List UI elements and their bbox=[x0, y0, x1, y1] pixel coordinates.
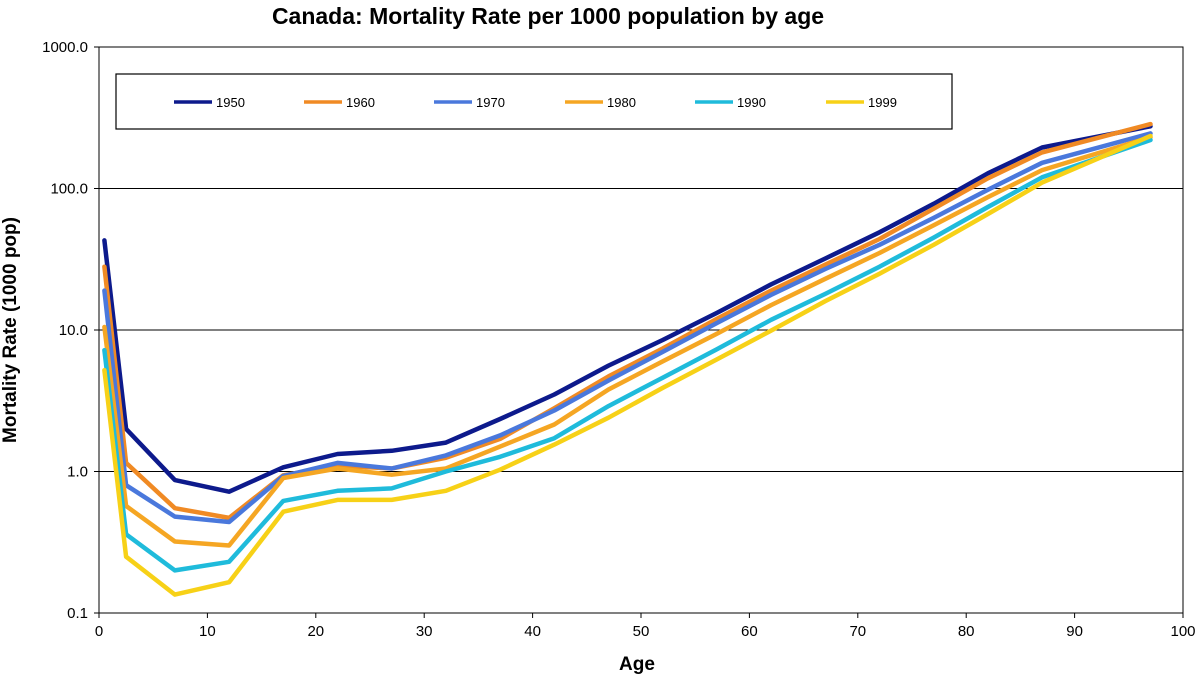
gridlines bbox=[99, 188, 1183, 472]
legend-box bbox=[115, 73, 953, 130]
y-tick-label: 0.1 bbox=[67, 605, 88, 622]
legend-label-1999: 1999 bbox=[868, 95, 897, 110]
x-tick-label: 50 bbox=[633, 623, 650, 640]
x-tick-label: 30 bbox=[416, 623, 433, 640]
x-axis-ticks: 0 10 20 30 40 50 60 70 80 90 100 bbox=[95, 613, 1196, 640]
chart-title: Canada: Mortality Rate per 1000 populati… bbox=[272, 3, 824, 29]
y-axis-title: Mortality Rate (1000 pop) bbox=[0, 217, 21, 443]
x-tick-label: 40 bbox=[524, 623, 541, 640]
x-tick-label: 20 bbox=[307, 623, 324, 640]
legend-label-1990: 1990 bbox=[737, 95, 766, 110]
x-tick-label: 100 bbox=[1170, 623, 1195, 640]
x-tick-label: 70 bbox=[849, 623, 866, 640]
x-tick-label: 60 bbox=[741, 623, 758, 640]
y-tick-label: 10.0 bbox=[59, 322, 88, 339]
y-tick-label: 100.0 bbox=[50, 181, 88, 198]
legend-label-1950: 1950 bbox=[216, 95, 245, 110]
x-tick-label: 10 bbox=[199, 623, 216, 640]
y-tick-label: 1.0 bbox=[67, 464, 88, 481]
y-tick-label: 1000.0 bbox=[42, 39, 88, 56]
x-tick-label: 0 bbox=[95, 623, 103, 640]
series-line-1980 bbox=[102, 135, 1153, 548]
x-axis-title: Age bbox=[619, 654, 655, 675]
legend-label-1980: 1980 bbox=[607, 95, 636, 110]
series-line-1990 bbox=[102, 137, 1153, 573]
legend: 1950 1960 1970 1980 1990 1999 bbox=[115, 73, 953, 130]
legend-label-1960: 1960 bbox=[346, 95, 375, 110]
x-tick-label: 80 bbox=[958, 623, 975, 640]
x-tick-label: 90 bbox=[1066, 623, 1083, 640]
series-line-1960 bbox=[102, 121, 1153, 521]
series-line-1970 bbox=[102, 131, 1153, 525]
y-axis-ticks: 0.1 1.0 10.0 100.0 1000.0 bbox=[42, 39, 99, 622]
series-line-1999 bbox=[102, 133, 1153, 597]
series-lines bbox=[102, 121, 1153, 597]
series-line-1950 bbox=[102, 124, 1153, 494]
legend-label-1970: 1970 bbox=[476, 95, 505, 110]
